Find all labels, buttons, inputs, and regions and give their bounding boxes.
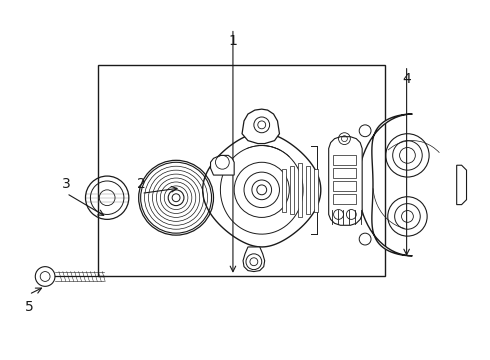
- Text: 4: 4: [402, 72, 411, 86]
- Polygon shape: [203, 133, 321, 247]
- Polygon shape: [457, 165, 466, 204]
- Polygon shape: [358, 114, 413, 256]
- Bar: [314, 169, 318, 212]
- Text: 3: 3: [62, 176, 71, 190]
- Bar: [98, 65, 385, 276]
- Text: 5: 5: [24, 300, 33, 314]
- Polygon shape: [242, 109, 279, 144]
- Text: 2: 2: [137, 176, 146, 190]
- Bar: [306, 166, 310, 215]
- Polygon shape: [243, 247, 265, 271]
- Bar: [333, 156, 356, 165]
- Bar: [333, 168, 356, 178]
- Bar: [290, 166, 294, 215]
- Bar: [282, 169, 286, 212]
- Bar: [333, 194, 356, 204]
- Polygon shape: [329, 137, 362, 225]
- Polygon shape: [220, 145, 303, 234]
- Bar: [298, 163, 302, 217]
- Polygon shape: [211, 156, 234, 175]
- Text: 1: 1: [228, 34, 237, 48]
- Bar: [333, 181, 356, 191]
